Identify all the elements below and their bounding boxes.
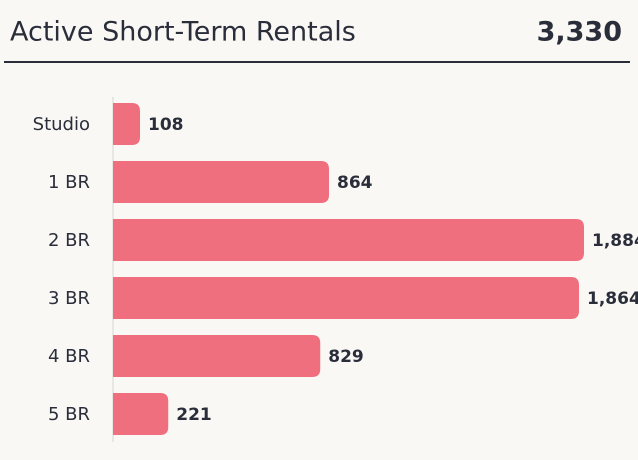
bar [113, 393, 169, 435]
value-label: 221 [176, 405, 212, 425]
bar [113, 277, 579, 319]
category-label: 3 BR [48, 288, 90, 309]
value-label: 829 [328, 347, 364, 367]
category-label: 4 BR [48, 346, 90, 367]
bar [113, 335, 321, 377]
chart-title: Active Short-Term Rentals [10, 17, 356, 48]
value-label: 108 [148, 115, 184, 135]
total: 3,330 [537, 17, 622, 48]
category-label: 2 BR [48, 230, 90, 251]
value-label: 1,884 [592, 231, 638, 251]
category-label: Studio [33, 114, 90, 135]
bar [113, 219, 584, 261]
bar [113, 161, 329, 203]
value-label: 864 [337, 173, 373, 193]
category-label: 5 BR [48, 404, 90, 425]
category-label: 1 BR [48, 172, 90, 193]
value-label: 1,864 [587, 289, 638, 309]
bar [113, 103, 140, 145]
